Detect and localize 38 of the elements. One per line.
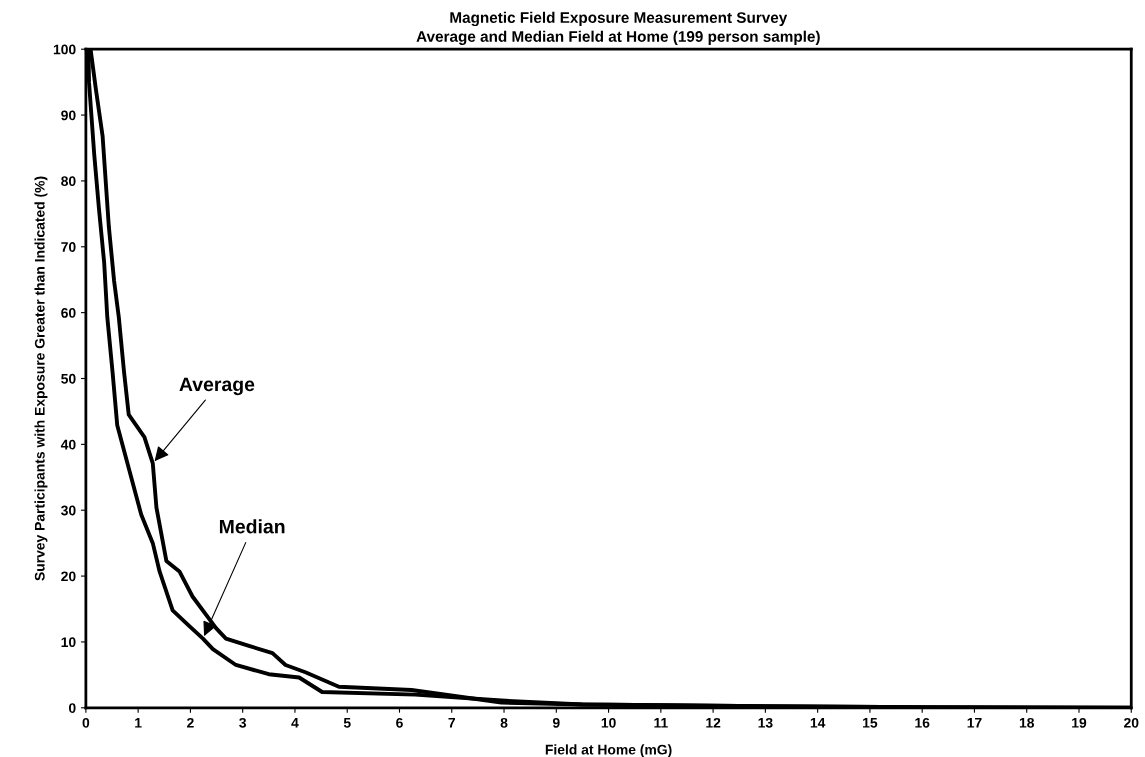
x-tick-label: 8: [500, 717, 508, 728]
y-tick-label: 70: [61, 242, 76, 252]
y-axis-title: Survey Participants with Exposure Greater than Indicated (%): [34, 176, 48, 581]
x-tick-label: 18: [1019, 717, 1035, 728]
x-tick-label: 2: [187, 717, 194, 728]
y-tick-label: 90: [61, 110, 76, 121]
y-tick-label: 80: [61, 176, 76, 187]
x-tick-label: 0: [82, 717, 90, 728]
x-tick-label: 9: [552, 717, 560, 728]
x-tick-label: 20: [1124, 717, 1139, 728]
x-tick-label: 16: [915, 717, 930, 728]
y-tick-label: 100: [53, 44, 76, 55]
x-tick-label: 1: [135, 718, 142, 728]
x-tick-label: 5: [343, 718, 351, 728]
x-tick-label: 19: [1072, 717, 1087, 728]
annotation: Average: [179, 377, 255, 396]
x-tick-label: 13: [758, 717, 773, 728]
y-tick-label: 10: [61, 637, 76, 648]
y-tick-label: 20: [61, 571, 76, 582]
x-tick-label: 12: [706, 717, 721, 728]
x-tick-label: 3: [239, 717, 247, 728]
chart-title: Magnetic Field Exposure Measurement Survey: [450, 11, 788, 27]
y-tick-label: 0: [68, 703, 76, 713]
y-tick-label: 40: [60, 439, 76, 450]
x-tick-label: 17: [967, 718, 982, 728]
x-tick-label: 15: [863, 718, 878, 728]
x-tick-label: 7: [448, 718, 456, 728]
y-tick-label: 50: [61, 373, 76, 384]
x-tick-label: 6: [396, 717, 403, 728]
x-tick-label: 11: [654, 718, 668, 728]
y-tick-label: 60: [61, 307, 76, 318]
x-tick-label: 4: [291, 718, 299, 728]
x-tick-label: 14: [810, 718, 826, 728]
x-axis-title: Field at Home (mG): [545, 744, 672, 757]
chart-subtitle: Average and Median Field at Home (199 person sample): [416, 30, 820, 45]
annotation: Median: [219, 519, 285, 534]
y-tick-label: 30: [61, 505, 76, 516]
x-tick-label: 10: [601, 717, 616, 728]
